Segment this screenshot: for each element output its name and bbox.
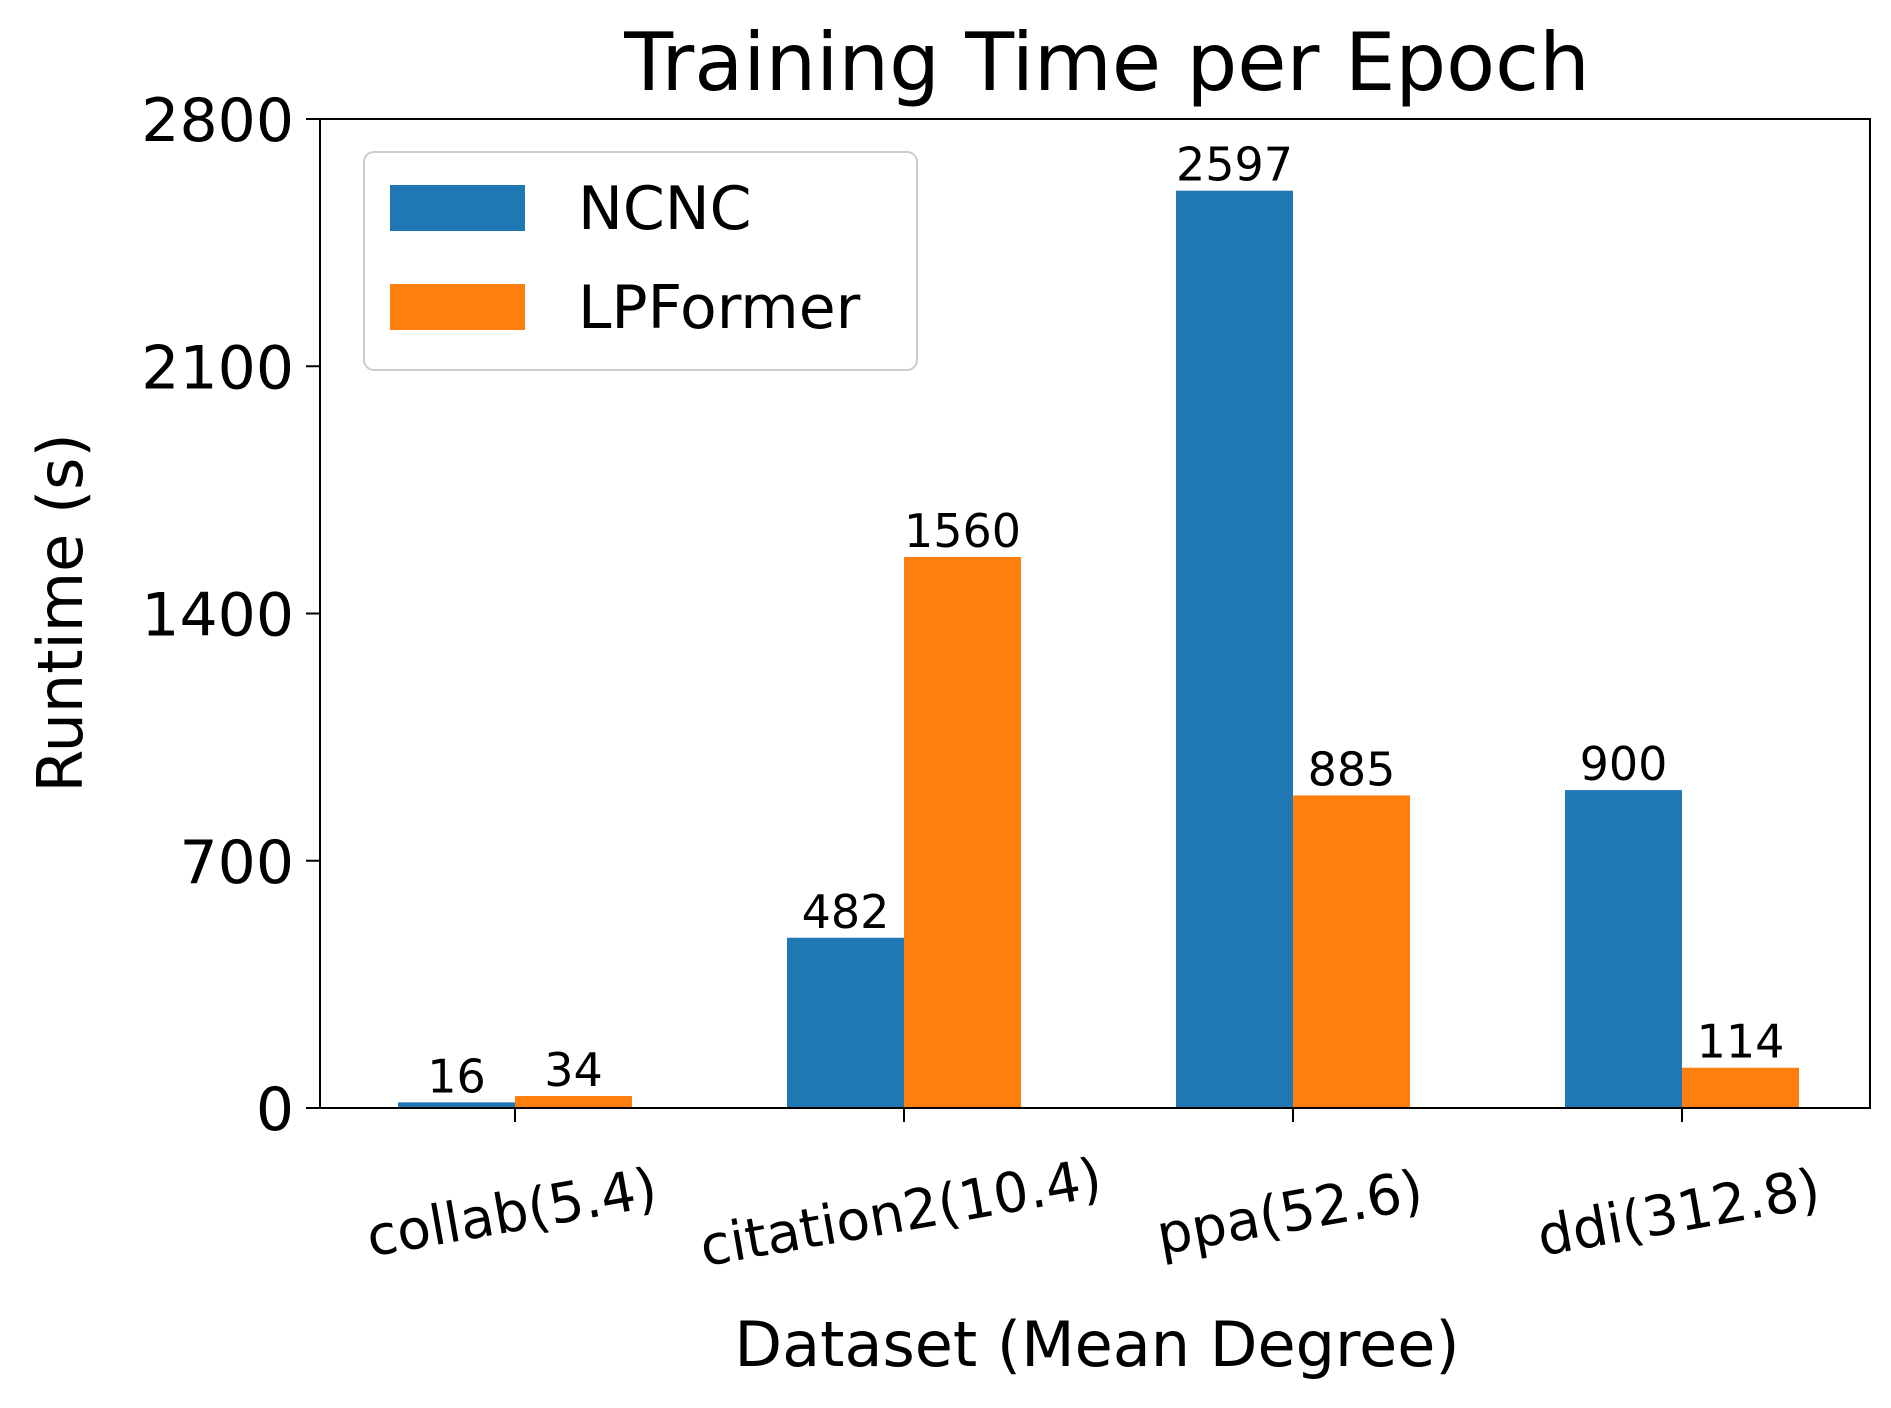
data-label-ncnc-ddi-312-8: 900 bbox=[1580, 737, 1668, 791]
data-label-lpformer-ppa-52-6: 885 bbox=[1308, 742, 1396, 796]
y-axis-label: Runtime (s) bbox=[24, 433, 97, 792]
legend-label-ncnc: NCNC bbox=[578, 174, 752, 244]
data-label-lpformer-collab-5-4: 34 bbox=[544, 1043, 603, 1097]
bar-ncnc-collab-5-4 bbox=[398, 1102, 515, 1108]
bar-labels-group: 16 482 2597 900 34 1560 885 114 bbox=[427, 138, 1784, 1104]
y-tick-label: 0 bbox=[256, 1075, 294, 1145]
plot-frame bbox=[319, 118, 1871, 1109]
bar-ncnc-ddi-312-8 bbox=[1565, 790, 1682, 1108]
legend-swatch-lpformer bbox=[390, 284, 525, 330]
bars-group bbox=[398, 190, 1799, 1108]
bar-lpformer-ddi-312-8 bbox=[1682, 1067, 1799, 1108]
bar-ncnc-citation2-10-4 bbox=[787, 937, 904, 1108]
legend-swatch-ncnc bbox=[390, 185, 525, 231]
bar-ncnc-ppa-52-6 bbox=[1176, 190, 1293, 1108]
y-axis: 0 700 1400 2100 2800 bbox=[141, 86, 320, 1145]
data-label-ncnc-collab-5-4: 16 bbox=[427, 1049, 486, 1103]
y-tick-label: 2100 bbox=[141, 333, 294, 403]
legend-label-lpformer: LPFormer bbox=[578, 273, 861, 343]
bar-lpformer-collab-5-4 bbox=[515, 1095, 632, 1108]
data-label-ncnc-citation2-10-4: 482 bbox=[802, 885, 890, 939]
y-tick-label: 1400 bbox=[141, 581, 294, 651]
data-label-lpformer-ddi-312-8: 114 bbox=[1697, 1015, 1785, 1069]
bar-lpformer-ppa-52-6 bbox=[1293, 795, 1410, 1108]
y-tick-label: 2800 bbox=[141, 86, 294, 156]
legend: NCNC LPFormer bbox=[363, 151, 918, 371]
bar-lpformer-citation2-10-4 bbox=[904, 556, 1021, 1108]
chart-title: Training Time per Epoch bbox=[623, 16, 1590, 109]
data-label-ncnc-ppa-52-6: 2597 bbox=[1176, 138, 1293, 192]
y-tick-label: 700 bbox=[179, 828, 294, 898]
data-label-lpformer-citation2-10-4: 1560 bbox=[904, 504, 1021, 558]
x-axis-label: Dataset (Mean Degree) bbox=[734, 1308, 1459, 1381]
